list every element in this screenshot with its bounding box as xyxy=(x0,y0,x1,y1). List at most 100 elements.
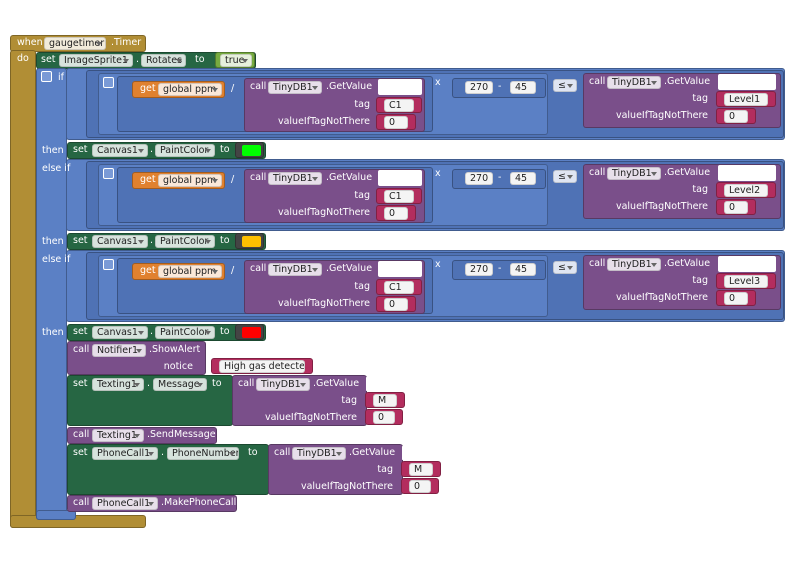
component-dropdown[interactable]: Canvas1 xyxy=(92,326,148,339)
tag-label: tag xyxy=(692,93,708,104)
property-dropdown[interactable]: Rotates xyxy=(141,54,186,67)
compare-dropdown[interactable]: ≤ xyxy=(553,170,577,183)
component-dropdown[interactable]: Texting1 xyxy=(92,429,144,442)
variable-dropdown[interactable]: global ppm xyxy=(158,83,222,96)
then-label: then xyxy=(42,145,64,156)
dropdown-arrow xyxy=(651,263,657,267)
empty-slot xyxy=(718,74,776,90)
number-field[interactable]: 270 xyxy=(465,81,493,94)
component-dropdown[interactable]: TinyDB1 xyxy=(268,172,322,185)
component-dropdown[interactable]: TinyDB1 xyxy=(256,378,310,391)
call-label: call xyxy=(589,76,606,87)
dropdown-arrow xyxy=(651,172,657,176)
dropdown-arrow xyxy=(138,240,144,244)
component-dropdown-text: Notifier1 xyxy=(97,345,139,356)
component-dropdown[interactable]: PhoneCall1 xyxy=(92,447,158,460)
dropdown-arrow xyxy=(312,177,318,181)
tag-label: tag xyxy=(692,275,708,286)
component-dropdown[interactable]: TinyDB1 xyxy=(268,263,322,276)
color-swatch xyxy=(242,327,261,338)
default-label: valueIfTagNotThere xyxy=(615,201,708,212)
branch-label: else if xyxy=(42,163,71,174)
text-field: Level1 xyxy=(724,93,768,106)
component-dropdown[interactable]: TinyDB1 xyxy=(292,447,346,460)
property-dropdown[interactable]: PaintColor xyxy=(155,144,215,157)
property-dropdown[interactable]: PaintColor xyxy=(155,326,215,339)
number-field[interactable]: 270 xyxy=(465,172,493,185)
property-dropdown[interactable]: PaintColor xyxy=(155,235,215,248)
property-dropdown[interactable]: PhoneNumber xyxy=(167,447,239,460)
property-dropdown-text: Message xyxy=(158,379,200,390)
set-label: set xyxy=(73,378,88,389)
dropdown-arrow xyxy=(205,240,211,244)
minus-op: - xyxy=(498,172,502,183)
branch-label: if xyxy=(58,72,64,83)
number-field-text: 45 xyxy=(515,173,528,184)
text-value: 0 xyxy=(389,299,396,310)
variable-dropdown[interactable]: global ppm xyxy=(158,174,222,187)
dropdown-arrow xyxy=(312,86,318,90)
component-dropdown-text: Texting1 xyxy=(97,430,137,441)
default-label: valueIfTagNotThere xyxy=(264,412,357,423)
set-label: set xyxy=(73,144,88,155)
number-field[interactable]: 45 xyxy=(510,81,536,94)
compare-dropdown[interactable]: ≤ xyxy=(553,261,577,274)
component-dropdown-text: Canvas1 xyxy=(97,145,138,156)
component-dropdown[interactable]: TinyDB1 xyxy=(607,76,661,89)
number-field[interactable]: 45 xyxy=(510,172,536,185)
variable-dropdown-text: global ppm xyxy=(163,84,217,95)
number-field[interactable]: 45 xyxy=(510,263,536,276)
call-label: call xyxy=(274,447,291,458)
method-name: .GetValue xyxy=(326,172,373,183)
text-value: 0 xyxy=(414,481,421,492)
tag-label: tag xyxy=(354,99,370,110)
multiply-op: x xyxy=(435,77,441,88)
component-dropdown-text: ImageSprite1 xyxy=(64,55,128,66)
dropdown-arrow xyxy=(567,266,573,270)
component-dropdown[interactable]: ImageSprite1 xyxy=(59,54,133,67)
component-dropdown[interactable]: Canvas1 xyxy=(92,235,148,248)
property-dropdown-text: PhoneNumber xyxy=(172,448,239,459)
text-field: 0 xyxy=(724,201,748,214)
number-field[interactable]: 270 xyxy=(465,263,493,276)
default-label: valueIfTagNotThere xyxy=(277,116,370,127)
component-dropdown[interactable]: Texting1 xyxy=(92,378,144,391)
set-label: set xyxy=(73,447,88,458)
component-dropdown[interactable]: PhoneCall1 xyxy=(92,497,158,510)
variable-dropdown[interactable]: global ppm xyxy=(158,265,222,278)
arg-label: notice xyxy=(163,361,193,372)
text-field: C1 xyxy=(384,281,414,294)
method-name: .GetValue xyxy=(664,76,711,87)
default-label: valueIfTagNotThere xyxy=(277,298,370,309)
component-dropdown[interactable]: TinyDB1 xyxy=(268,81,322,94)
text-value: C1 xyxy=(389,100,402,111)
dropdown-arrow xyxy=(336,452,342,456)
dropdown-arrow xyxy=(212,270,218,274)
mutator-icon xyxy=(103,259,114,270)
empty-slot xyxy=(378,261,422,277)
dropdown-arrow xyxy=(148,452,154,456)
component-dropdown[interactable]: TinyDB1 xyxy=(607,258,661,271)
divide-op: / xyxy=(231,174,235,185)
number-field-text: 270 xyxy=(470,173,489,184)
dot: . xyxy=(136,54,140,65)
boolean-dropdown[interactable]: true xyxy=(220,54,252,67)
component-dropdown[interactable]: TinyDB1 xyxy=(607,167,661,180)
text-value: High gas detected xyxy=(224,361,305,372)
dropdown-arrow xyxy=(138,149,144,153)
dropdown-arrow xyxy=(300,383,306,387)
component-dropdown[interactable]: gaugetimer xyxy=(44,37,106,50)
dropdown-arrow xyxy=(242,59,248,63)
method-name: .GetValue xyxy=(664,167,711,178)
component-dropdown[interactable]: Canvas1 xyxy=(92,144,148,157)
then-label: then xyxy=(42,327,64,338)
text-value: C1 xyxy=(389,282,402,293)
call-label: call xyxy=(73,497,90,508)
property-dropdown[interactable]: Message xyxy=(153,378,207,391)
method-name: .GetValue xyxy=(313,378,360,389)
text-value: Level2 xyxy=(729,185,761,196)
compare-dropdown[interactable]: ≤ xyxy=(553,79,577,92)
text-value: 0 xyxy=(378,412,385,423)
to-label: to xyxy=(248,447,258,458)
component-dropdown[interactable]: Notifier1 xyxy=(92,344,146,357)
